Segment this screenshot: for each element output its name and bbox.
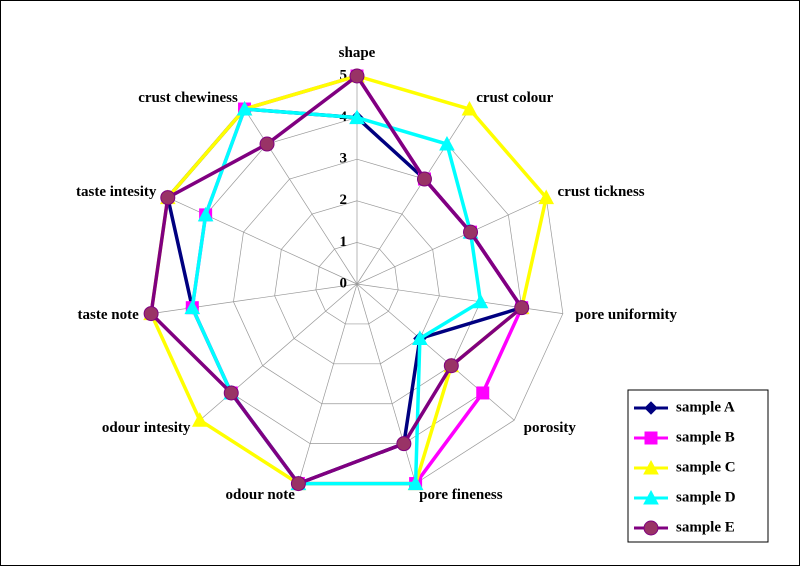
marker — [643, 459, 659, 475]
spoke — [356, 108, 470, 285]
legend-label: sample A — [676, 399, 735, 415]
legend-label: sample E — [676, 519, 735, 535]
category-label: odour note — [226, 487, 296, 503]
r-tick-label: 3 — [340, 151, 348, 167]
marker — [514, 300, 530, 316]
marker — [197, 206, 214, 222]
marker — [644, 431, 658, 445]
marker — [439, 135, 455, 151]
marker — [443, 358, 459, 374]
category-label: shape — [339, 45, 376, 61]
marker — [643, 520, 659, 536]
spoke — [298, 283, 358, 484]
marker — [463, 224, 479, 240]
legend-label: sample C — [676, 459, 736, 475]
legend-label: sample B — [676, 429, 735, 445]
marker — [259, 136, 275, 152]
marker — [643, 489, 659, 505]
series-line — [149, 73, 525, 486]
marker — [236, 100, 253, 116]
marker — [143, 306, 159, 322]
spoke — [356, 197, 547, 285]
marker — [416, 171, 432, 187]
r-tick-label: 2 — [340, 192, 348, 208]
marker — [349, 109, 365, 125]
marker — [644, 401, 658, 415]
grid-ring — [191, 117, 523, 445]
category-label: crust colour — [476, 90, 553, 106]
marker — [223, 385, 239, 401]
category-label: taste note — [78, 307, 140, 323]
marker — [396, 436, 412, 452]
category-label: taste intesity — [76, 184, 157, 200]
marker — [472, 293, 489, 309]
marker — [461, 100, 478, 116]
marker — [191, 412, 208, 427]
category-label: odour intesity — [102, 420, 191, 436]
marker — [184, 299, 201, 315]
marker — [349, 68, 365, 84]
marker — [290, 476, 306, 492]
series-line — [190, 107, 483, 486]
r-tick-label: 1 — [340, 234, 348, 250]
r-tick-label: 5 — [340, 67, 348, 83]
grid-ring — [274, 200, 440, 365]
category-label: crust chewiness — [138, 90, 238, 106]
spoke — [151, 283, 358, 314]
category-label: porosity — [524, 420, 577, 436]
marker — [412, 330, 428, 345]
legend-label: sample D — [676, 489, 736, 505]
category-label: pore uniformity — [575, 307, 677, 323]
r-tick-label: 0 — [340, 275, 348, 291]
marker — [538, 189, 555, 205]
marker — [407, 475, 424, 491]
grid-ring — [315, 242, 399, 325]
category-label: crust tickness — [558, 184, 645, 200]
category-label: pore fineness — [419, 487, 503, 503]
marker — [476, 386, 490, 400]
marker — [160, 190, 176, 206]
plot — [143, 67, 555, 492]
